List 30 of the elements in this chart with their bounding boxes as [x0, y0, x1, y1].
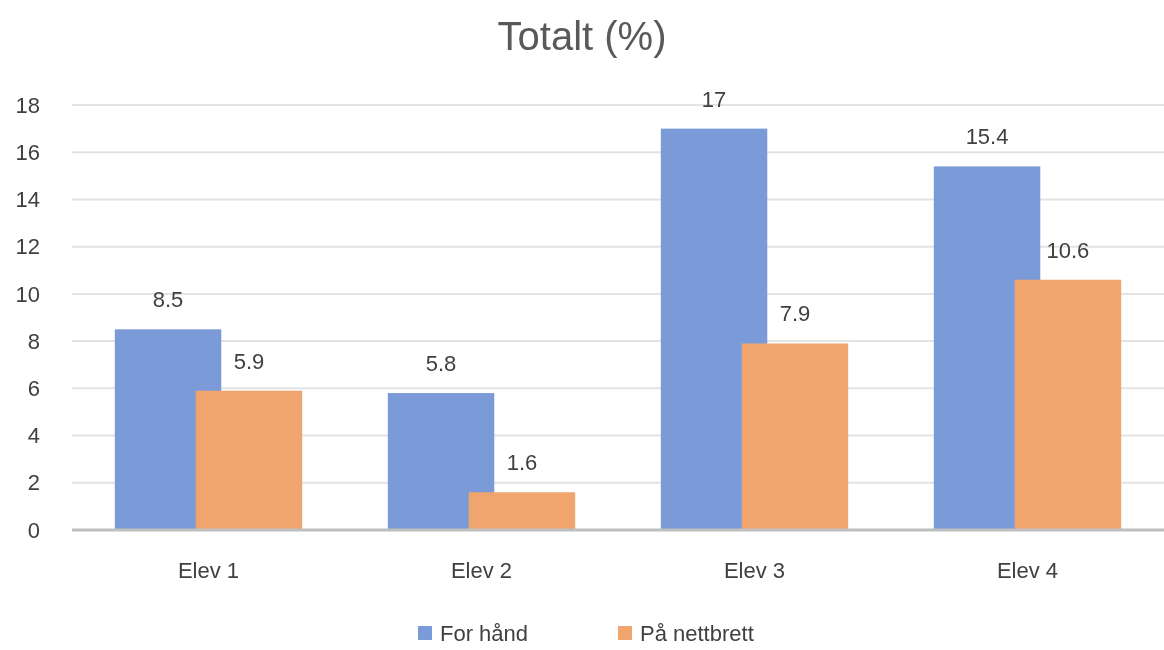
y-tick-label: 4 — [27, 423, 40, 449]
data-label: 5.9 — [233, 348, 265, 374]
y-tick-label: 14 — [15, 187, 40, 213]
data-label: 5.8 — [425, 351, 457, 377]
x-tick-label: Elev 2 — [450, 558, 513, 583]
data-label: 15.4 — [965, 124, 1009, 150]
y-tick-label: 12 — [15, 234, 40, 260]
y-tick-label: 8 — [27, 328, 40, 354]
bar — [387, 393, 495, 530]
y-tick-label: 2 — [27, 470, 40, 496]
data-label: 1.6 — [506, 450, 538, 476]
y-tick-label: 6 — [27, 376, 40, 402]
x-tick-label: Elev 4 — [996, 558, 1059, 583]
y-tick-label: 0 — [27, 517, 40, 543]
y-tick-label: 18 — [15, 92, 40, 118]
bar — [468, 492, 576, 530]
x-tick-label: Elev 3 — [723, 558, 786, 583]
y-tick-label: 16 — [15, 139, 40, 165]
bar — [1014, 279, 1122, 530]
chart-title: Totalt (%) — [497, 14, 667, 58]
y-tick-label: 10 — [15, 281, 40, 307]
legend-label: For hånd — [440, 620, 529, 646]
legend-label: På nettbrett — [640, 620, 754, 646]
data-label: 7.9 — [779, 301, 811, 327]
data-label: 8.5 — [152, 287, 184, 313]
bar — [195, 390, 303, 530]
data-label: 17 — [701, 86, 727, 112]
bar — [741, 343, 849, 530]
data-label: 10.6 — [1046, 237, 1090, 263]
x-tick-label: Elev 1 — [177, 558, 240, 583]
